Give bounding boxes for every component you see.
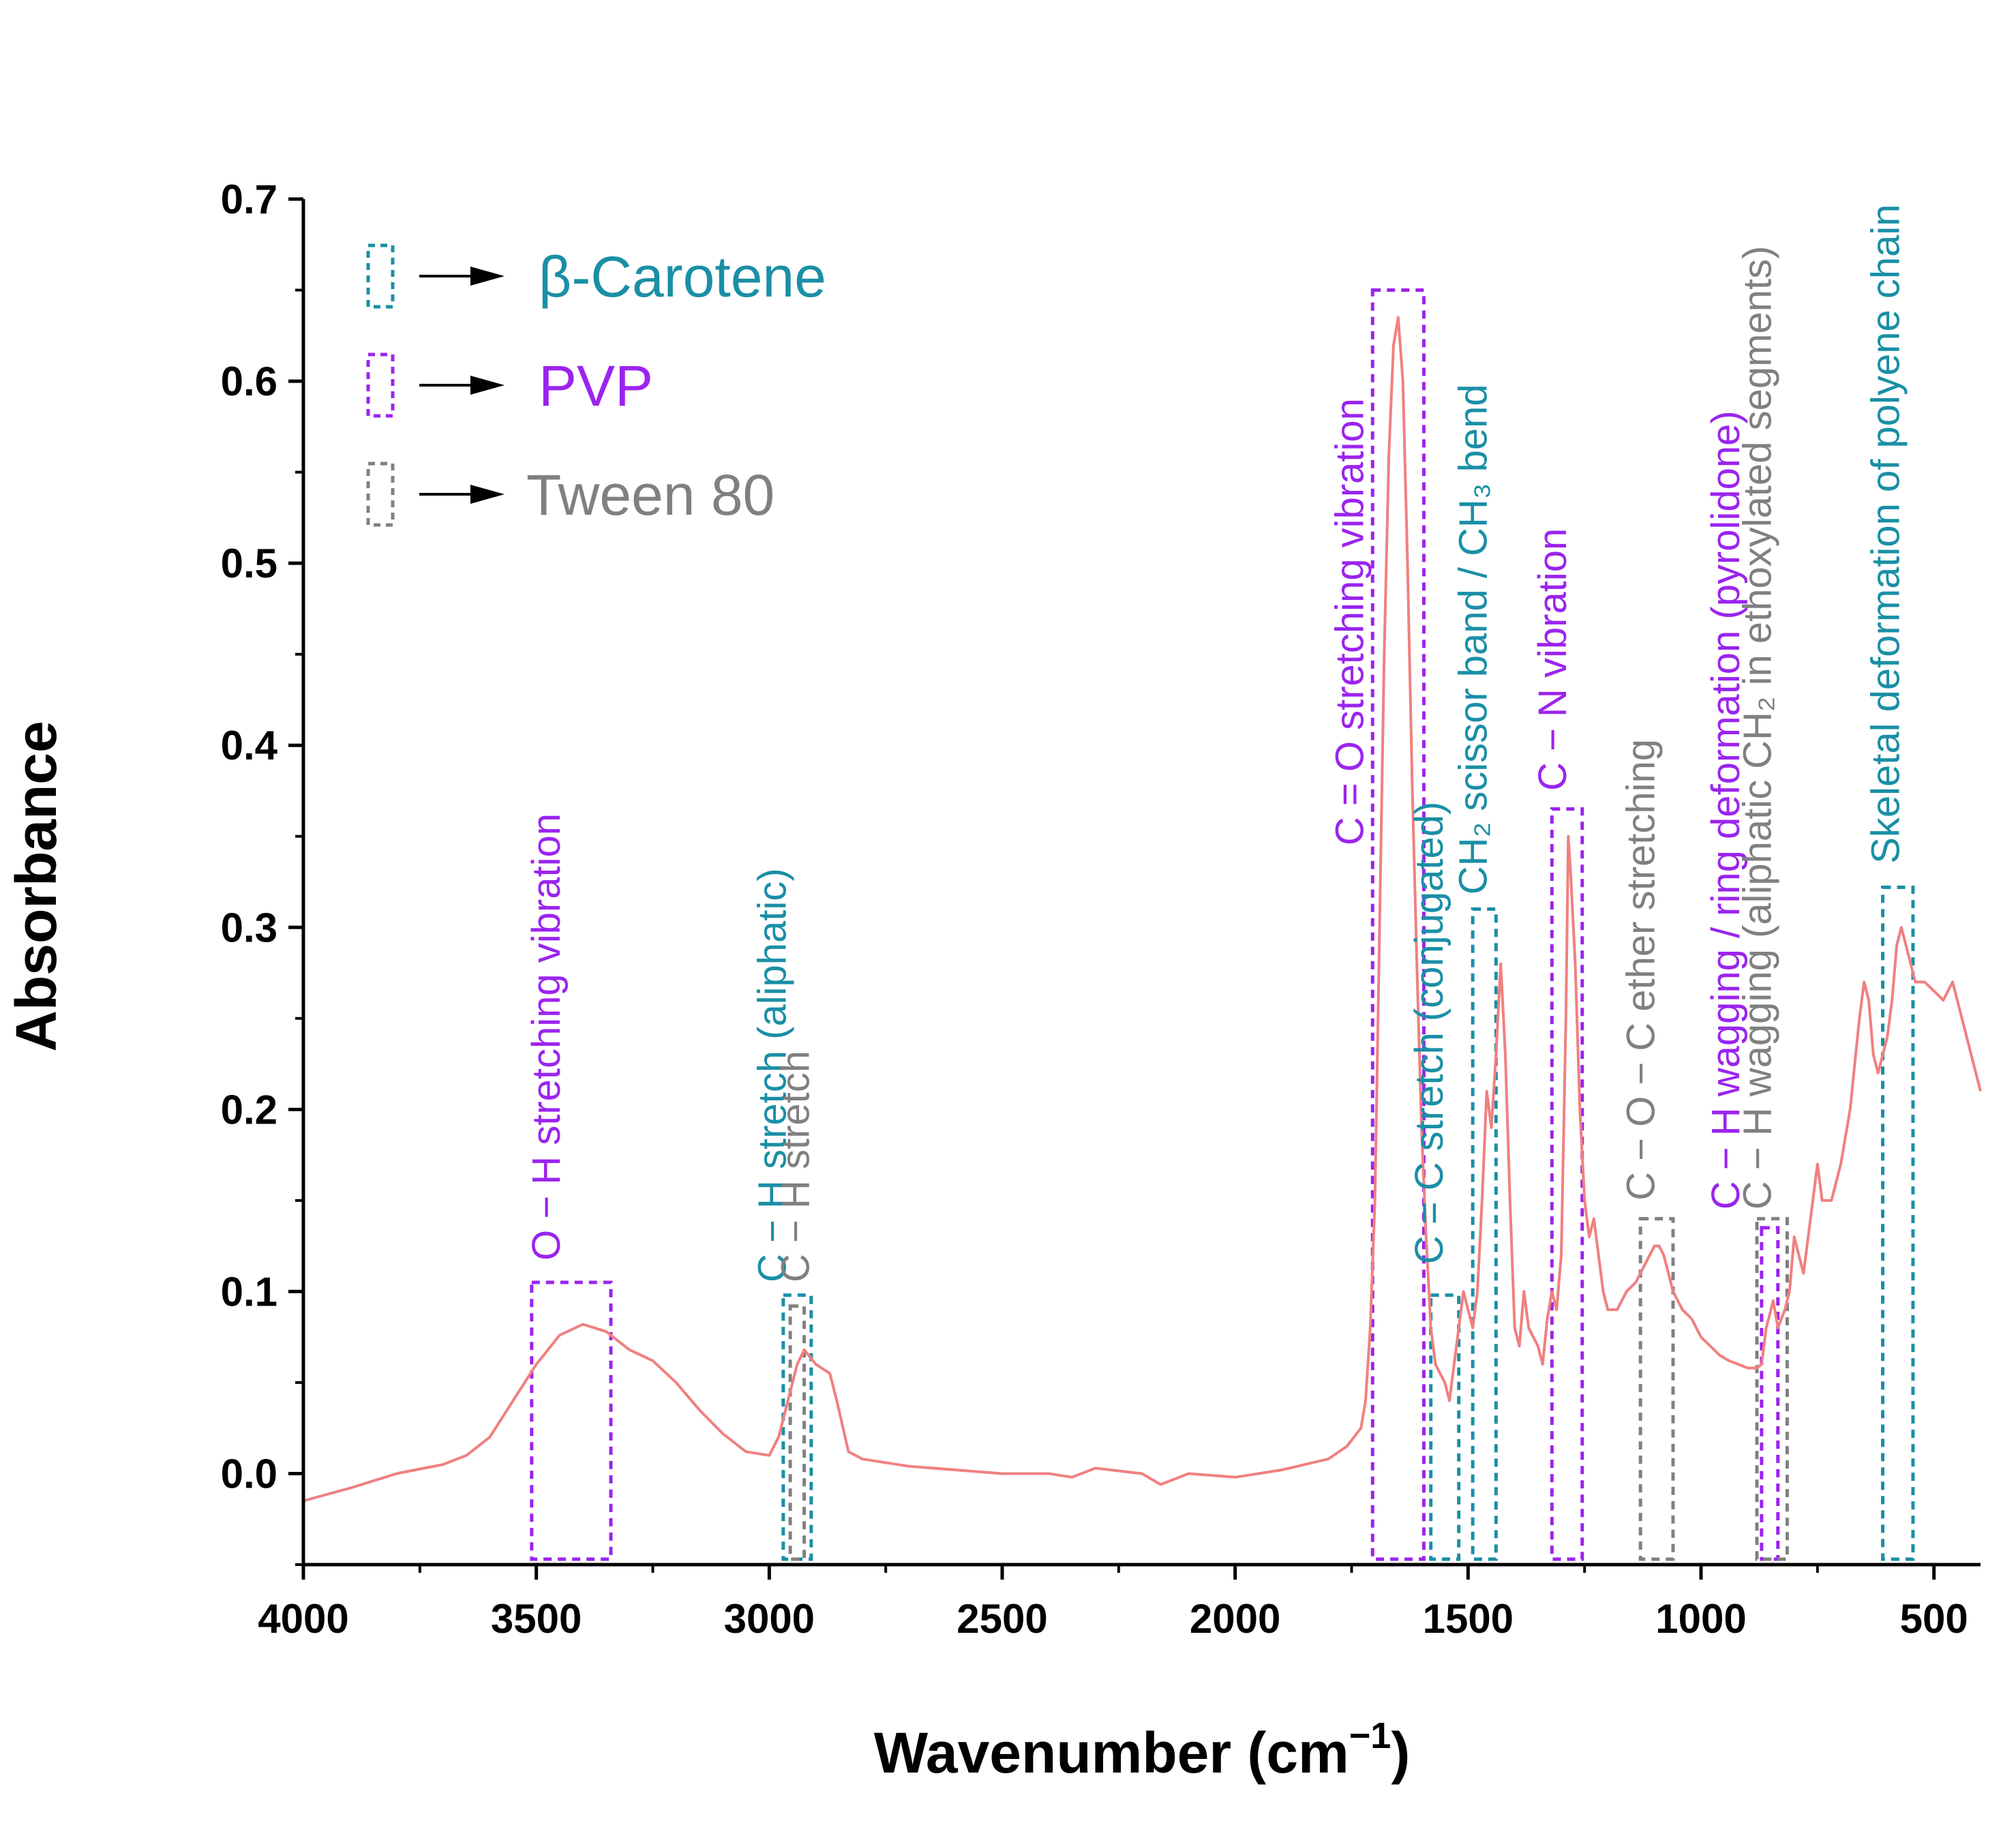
legend-arrow-icon bbox=[470, 485, 505, 504]
x-tick-label: 500 bbox=[1900, 1596, 1968, 1642]
legend-swatch bbox=[366, 352, 395, 418]
y-tick-label: 0.7 bbox=[221, 177, 277, 222]
x-tick-label: 2500 bbox=[957, 1596, 1047, 1642]
annotation-label-carotene: Skeletal deformation of polyene chain bbox=[1863, 205, 1908, 864]
x-axis-title-close: ) bbox=[1391, 1721, 1410, 1785]
annotation-label-carotene: C = C stretch (conjugated) bbox=[1407, 802, 1451, 1265]
legend-swatch bbox=[366, 243, 395, 309]
annotation-label-pvp: C − N vibration bbox=[1531, 528, 1575, 791]
legend: β-Carotene PVP Tween 80 bbox=[366, 243, 826, 527]
x-tick-label: 3500 bbox=[491, 1596, 582, 1642]
x-tick-label: 3000 bbox=[724, 1596, 815, 1642]
y-tick-label: 0.5 bbox=[221, 541, 277, 586]
x-tick-label: 1000 bbox=[1655, 1596, 1746, 1642]
annotation-labels: O − H stretching vibration C − H stretch … bbox=[524, 205, 1908, 1282]
x-axis-title: Wavenumber (cm−1) bbox=[874, 1715, 1411, 1785]
legend-label: PVP bbox=[539, 354, 653, 418]
legend-swatch bbox=[366, 462, 395, 527]
y-tick-label: 0.4 bbox=[221, 723, 278, 768]
y-tick-label: 0.6 bbox=[221, 359, 277, 404]
absorbance-spectrum-line bbox=[303, 316, 1982, 1503]
annotation-label-carotene: CH₂ scissor band / CH₃ bend bbox=[1451, 384, 1496, 894]
y-tick-label: 0.0 bbox=[221, 1451, 277, 1496]
annotation-box-tween bbox=[1638, 1217, 1675, 1561]
x-axis-title-main: Wavenumber (cm bbox=[874, 1721, 1349, 1785]
annotation-box-carotene bbox=[781, 1293, 813, 1561]
annotation-label-carotene: C − H stretch (aliphatic) bbox=[750, 868, 794, 1282]
annotation-box-carotene bbox=[1881, 886, 1915, 1561]
annotation-box-pvp bbox=[1550, 807, 1584, 1561]
annotation-label-tween: C − H wagging (aliphatic CH₂ in ethoxyla… bbox=[1736, 246, 1780, 1210]
annotation-box-pvp bbox=[1760, 1226, 1780, 1561]
y-axis-title: Absorbance bbox=[4, 721, 68, 1051]
annotation-boxes bbox=[530, 288, 1915, 1561]
annotation-label-pvp: C = O stretching vibration bbox=[1328, 398, 1372, 845]
axes: 0.0 0.1 0.2 0.3 0.4 0.5 0.6 0.7 4000 3500 3000 2500… bbox=[221, 177, 1981, 1642]
annotation-box-carotene bbox=[1429, 1293, 1461, 1561]
annotation-box-carotene bbox=[1471, 907, 1498, 1561]
x-axis-title-sup: −1 bbox=[1349, 1715, 1391, 1756]
annotation-label-tween: C − H stretch bbox=[773, 1051, 817, 1282]
x-tick-label: 2000 bbox=[1190, 1596, 1280, 1642]
annotation-label-pvp: O − H stretching vibration bbox=[524, 813, 569, 1261]
annotation-box-tween bbox=[788, 1304, 807, 1561]
legend-label: Tween 80 bbox=[526, 463, 774, 527]
legend-arrow-icon bbox=[470, 267, 505, 286]
annotation-box-pvp bbox=[1370, 288, 1426, 1561]
annotation-label-pvp: C − H wagging / ring deformation (pyroli… bbox=[1704, 410, 1748, 1209]
y-tick-label: 0.3 bbox=[221, 905, 277, 950]
y-tick-label: 0.2 bbox=[221, 1087, 277, 1132]
legend-arrow-icon bbox=[470, 376, 505, 395]
x-tick-label: 4000 bbox=[258, 1596, 348, 1642]
x-tick-label: 1500 bbox=[1423, 1596, 1514, 1642]
annotation-box-pvp bbox=[530, 1280, 613, 1561]
legend-label: β-Carotene bbox=[539, 245, 826, 309]
annotation-label-tween: C − O − C ether stretching bbox=[1619, 739, 1664, 1201]
y-tick-label: 0.1 bbox=[221, 1269, 277, 1314]
spectrum-layer bbox=[303, 316, 1982, 1503]
annotation-box-tween bbox=[1755, 1217, 1789, 1561]
